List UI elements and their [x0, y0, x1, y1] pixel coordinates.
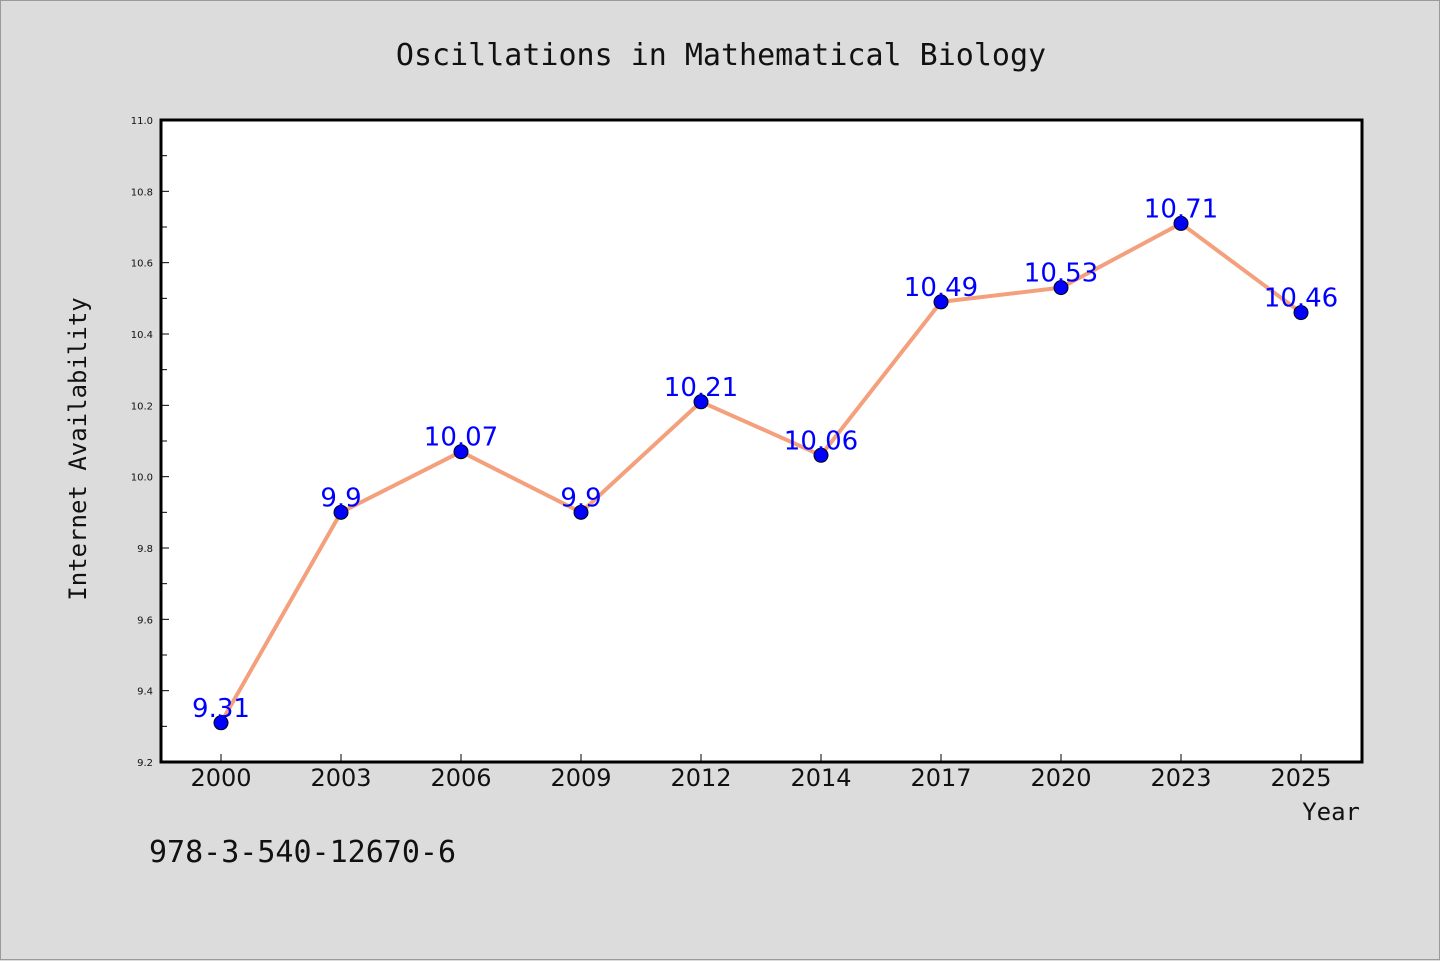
x-tick-label: 2023 — [1150, 764, 1211, 792]
x-tick-label: 2009 — [550, 764, 611, 792]
isbn-code: 978-3-540-12670-6 — [149, 835, 457, 870]
y-tick-label: 10.4 — [131, 330, 153, 341]
y-tick-label: 9.8 — [137, 544, 153, 555]
data-point — [813, 447, 829, 463]
y-tick-label: 9.6 — [137, 615, 153, 626]
data-point — [1293, 305, 1309, 321]
series-line — [219, 221, 1303, 724]
x-tick-label: 2025 — [1270, 764, 1331, 792]
data-label: 9.9 — [320, 483, 361, 513]
y-tick-label: 11.0 — [131, 116, 153, 127]
y-tick-label: 10.6 — [131, 259, 153, 270]
y-axis: 9.2 9.4 9.6 9.8 10.0 10.2 10.4 10.6 10.8 11.0 — [131, 116, 169, 769]
data-point — [573, 504, 589, 520]
y-tick-label: 9.4 — [137, 687, 153, 698]
data-point — [1173, 215, 1189, 231]
data-label: 10.07 — [424, 423, 498, 453]
data-label: 10.71 — [1144, 194, 1218, 224]
x-tick-label: 2020 — [1030, 764, 1091, 792]
data-point — [333, 504, 349, 520]
data-label: 10.21 — [664, 373, 738, 403]
data-point — [213, 715, 229, 731]
data-label: 10.06 — [784, 426, 858, 456]
data-label: 9.31 — [192, 694, 250, 724]
x-axis-title: Year — [1302, 798, 1360, 826]
chart-title: Oscillations in Mathematical Biology — [396, 38, 1046, 73]
data-label: 9.9 — [560, 483, 601, 513]
y-tick-label: 9.2 — [137, 758, 153, 769]
x-tick-label: 2006 — [430, 764, 491, 792]
data-point — [933, 294, 949, 310]
x-tick-label: 2000 — [190, 764, 251, 792]
data-label: 10.49 — [904, 273, 978, 303]
x-tick-label: 2012 — [670, 764, 731, 792]
data-label: 10.53 — [1024, 259, 1098, 289]
y-tick-label: 10.8 — [131, 187, 153, 198]
data-label: 10.46 — [1264, 284, 1338, 314]
series-layer — [213, 215, 1309, 731]
data-point — [693, 394, 709, 410]
x-tick-label: 2003 — [310, 764, 371, 792]
y-tick-label: 10.0 — [131, 473, 153, 484]
y-axis-title: Internet Availability — [64, 297, 92, 600]
data-label-layer: 9.31 9.9 10.07 9.9 10.21 10.06 10.49 10.53 10.71… — [192, 194, 1338, 723]
x-tick-label: 2014 — [790, 764, 851, 792]
x-axis: 2000 2003 2006 2009 2012 2014 2017 2020 2023 2025 — [190, 754, 1332, 792]
data-point — [453, 444, 469, 460]
x-tick-label: 2017 — [910, 764, 971, 792]
y-tick-label: 10.2 — [131, 401, 153, 412]
data-point — [1053, 280, 1069, 296]
plot-area — [159, 118, 1364, 764]
